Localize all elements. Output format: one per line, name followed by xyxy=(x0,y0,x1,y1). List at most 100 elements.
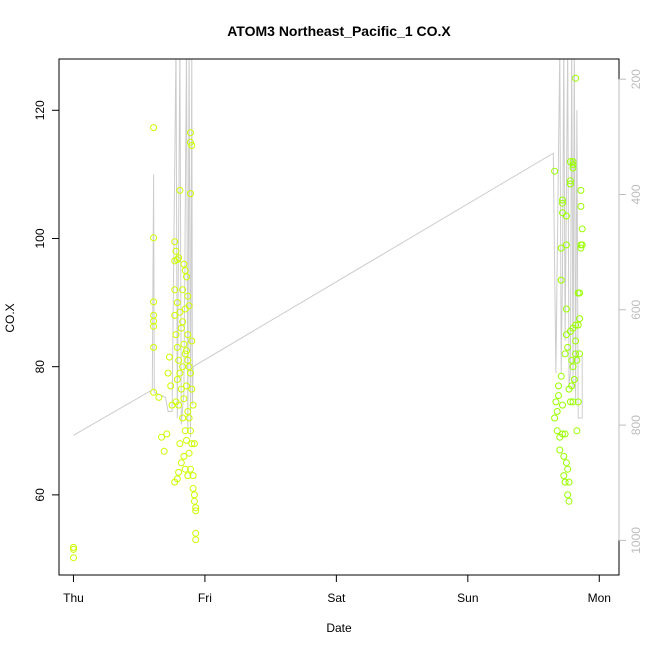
data-point xyxy=(183,382,190,390)
data-point xyxy=(150,322,158,330)
data-point xyxy=(557,372,565,380)
data-point xyxy=(569,164,577,172)
data-point xyxy=(188,142,196,149)
data-point xyxy=(568,356,576,364)
data-point xyxy=(561,350,569,358)
data-point xyxy=(179,318,187,326)
data-point xyxy=(177,385,185,393)
data-point xyxy=(172,331,180,339)
data-point xyxy=(183,273,190,281)
data-point xyxy=(192,529,200,537)
data-point xyxy=(556,446,564,454)
data-point xyxy=(576,289,584,297)
data-point xyxy=(184,408,192,415)
data-point xyxy=(559,401,566,409)
data-point xyxy=(183,436,190,444)
y-axis: 60 80 100 120 xyxy=(33,100,60,502)
data-point xyxy=(171,238,179,246)
data-point xyxy=(572,350,580,358)
data-point xyxy=(172,247,180,255)
data-point xyxy=(150,317,158,325)
data-point xyxy=(566,398,574,406)
data-point xyxy=(70,554,77,562)
y2-tick-label: 600 xyxy=(629,299,643,319)
data-point xyxy=(185,414,193,422)
data-point xyxy=(180,395,188,403)
data-point xyxy=(184,356,192,364)
y2-tick-label: 400 xyxy=(629,184,643,204)
data-point xyxy=(192,504,200,512)
y-tick-label: 60 xyxy=(33,488,47,502)
data-point xyxy=(562,241,570,249)
data-point xyxy=(570,376,578,383)
data-point xyxy=(180,260,188,268)
data-point xyxy=(150,298,158,306)
data-point xyxy=(561,478,569,486)
data-point xyxy=(569,398,577,406)
data-point xyxy=(155,393,163,401)
data-point xyxy=(573,427,581,435)
data-point xyxy=(173,475,181,483)
data-point xyxy=(572,321,580,329)
data-point xyxy=(181,350,189,358)
data-point xyxy=(171,286,179,294)
data-point xyxy=(187,138,194,146)
data-point xyxy=(188,440,196,448)
data-point xyxy=(181,427,189,435)
data-point xyxy=(192,536,200,544)
data-point xyxy=(572,337,580,345)
data-point xyxy=(171,311,179,319)
data-point xyxy=(187,427,194,435)
data-point xyxy=(150,343,158,351)
data-point xyxy=(564,465,572,473)
data-point xyxy=(561,430,569,438)
data-point xyxy=(577,244,585,252)
data-point xyxy=(185,302,193,310)
data-point xyxy=(568,382,576,390)
data-point xyxy=(560,472,568,480)
data-point xyxy=(175,468,183,476)
x-tick-label: Mon xyxy=(588,591,611,605)
data-point xyxy=(173,256,181,264)
data-point xyxy=(173,376,181,383)
data-point xyxy=(176,186,184,194)
data-point xyxy=(150,234,158,242)
data-point xyxy=(190,491,198,499)
data-point xyxy=(566,177,574,185)
x-tick-label: Fri xyxy=(198,591,212,605)
data-point xyxy=(555,382,562,390)
data-point xyxy=(559,196,566,204)
data-point xyxy=(179,363,187,371)
data-point xyxy=(185,449,193,457)
data-point xyxy=(167,382,175,390)
data-point xyxy=(576,350,584,358)
data-point xyxy=(565,478,573,486)
data-point xyxy=(192,507,200,515)
data-point xyxy=(557,276,565,284)
x-axis-label: Date xyxy=(326,621,352,635)
data-point xyxy=(181,465,189,473)
data-point xyxy=(176,308,184,316)
y2-tick-label: 200 xyxy=(629,69,643,89)
data-point xyxy=(553,427,561,435)
data-point xyxy=(574,398,582,406)
data-point xyxy=(187,465,194,473)
data-point xyxy=(564,343,572,351)
data-point xyxy=(165,353,173,361)
data-point xyxy=(566,180,574,188)
y-axis-label: CO.X xyxy=(3,303,17,332)
data-point xyxy=(562,305,570,313)
data-point xyxy=(177,459,185,467)
plot-box xyxy=(58,58,620,576)
data-point xyxy=(188,385,196,393)
data-point xyxy=(560,452,568,460)
data-point xyxy=(184,472,192,480)
data-point xyxy=(187,129,194,137)
data-point xyxy=(555,392,562,399)
data-point xyxy=(552,398,560,406)
data-point xyxy=(562,459,570,467)
data-point xyxy=(569,161,577,169)
data-point xyxy=(188,337,196,345)
y2-axis: 200 400 600 800 1000 xyxy=(618,69,643,554)
